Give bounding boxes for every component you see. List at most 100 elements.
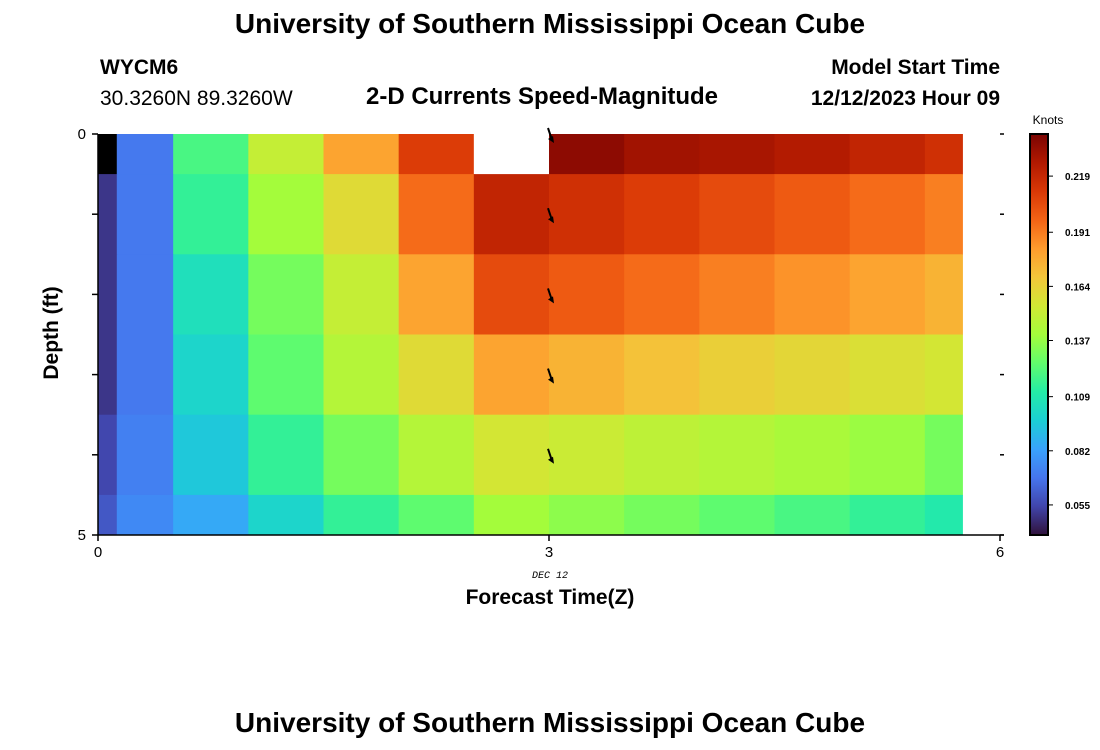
heatmap-cell xyxy=(549,414,625,496)
heatmap-cells xyxy=(98,134,963,536)
heatmap-cell xyxy=(774,494,851,536)
x-axis-title: Forecast Time(Z) xyxy=(466,586,635,609)
current-arrow xyxy=(547,288,554,304)
heatmap-cell xyxy=(116,174,174,255)
colorbar-tick-label: 0.082 xyxy=(1065,447,1090,458)
heatmap-cell xyxy=(624,334,700,416)
arrow-head xyxy=(548,296,554,304)
heatmap-cell xyxy=(473,134,550,175)
x-sub-label: DEC 12 xyxy=(532,571,568,582)
heatmap-cell xyxy=(173,134,249,175)
heatmap-cell xyxy=(549,254,625,335)
heatmap-cell xyxy=(173,334,249,416)
colorbar-tick-label: 0.191 xyxy=(1065,228,1090,239)
heatmap-cell xyxy=(248,334,324,416)
x-tick-label: 3 xyxy=(545,544,553,561)
heatmap-cell xyxy=(473,174,550,255)
heatmap-cell xyxy=(248,174,324,255)
heatmap-cell xyxy=(173,254,249,335)
heatmap-cell xyxy=(549,334,625,416)
heatmap-cell xyxy=(323,414,400,496)
heatmap-cell xyxy=(323,254,400,335)
heatmap-cell xyxy=(473,334,550,416)
heatmap-cell xyxy=(248,414,324,496)
current-arrows xyxy=(547,127,554,464)
heatmap-cell xyxy=(699,334,775,416)
heatmap-cell xyxy=(549,494,625,536)
heatmap-cell xyxy=(116,414,174,496)
heatmap-cell xyxy=(849,254,926,335)
heatmap-cell xyxy=(924,134,963,175)
heatmap-cell xyxy=(624,254,700,335)
heatmap-cell xyxy=(699,134,775,175)
heatmap-cell xyxy=(116,134,174,175)
station-id: WYCM6 xyxy=(100,56,179,79)
heatmap-cell xyxy=(699,254,775,335)
heatmap-cell xyxy=(98,334,118,416)
heatmap-cell xyxy=(699,174,775,255)
heatmap-cell xyxy=(924,414,963,496)
heatmap-cell xyxy=(98,414,118,496)
station-coords: 30.3260N 89.3260W xyxy=(100,87,293,110)
heatmap-cell xyxy=(774,134,851,175)
heatmap-cell xyxy=(248,254,324,335)
heatmap-cell xyxy=(323,174,400,255)
heatmap-cell xyxy=(624,134,700,175)
heatmap-cell xyxy=(849,174,926,255)
heatmap-cell xyxy=(924,494,963,536)
heatmap-cell xyxy=(473,254,550,335)
heatmap-cell xyxy=(248,134,324,175)
colorbar-ticks: 0.219 0.191 0.164 0.137 0.109 0.082 0.055 xyxy=(1048,172,1090,512)
colorbar-tick-label: 0.164 xyxy=(1065,282,1090,293)
heatmap-cell xyxy=(173,174,249,255)
current-arrow xyxy=(547,448,554,464)
heatmap-cell xyxy=(98,174,118,255)
heatmap-cell xyxy=(473,414,550,496)
y-tick-label: 5 xyxy=(78,527,86,544)
heatmap-cell xyxy=(98,134,118,175)
colorbar-tick-label: 0.109 xyxy=(1065,393,1090,404)
heatmap-cell xyxy=(398,254,475,335)
current-arrow xyxy=(547,127,554,143)
heatmap-cell xyxy=(699,414,775,496)
page-title: University of Southern Mississippi Ocean… xyxy=(234,8,866,39)
heatmap-cell xyxy=(98,254,118,335)
heatmap-cell xyxy=(549,174,625,255)
heatmap-cell xyxy=(924,254,963,335)
colorbar-tick-label: 0.055 xyxy=(1065,501,1090,512)
colorbar-tick-label: 0.219 xyxy=(1065,172,1090,183)
heatmap-cell xyxy=(116,494,174,536)
heatmap-cell xyxy=(323,134,400,175)
heatmap-cell xyxy=(398,494,475,536)
colorbar-tick-label: 0.137 xyxy=(1065,337,1090,348)
heatmap-cell xyxy=(849,334,926,416)
heatmap-cell xyxy=(323,334,400,416)
heatmap-cell xyxy=(624,414,700,496)
y-axis-title: Depth (ft) xyxy=(40,286,63,379)
heatmap-cell xyxy=(248,494,324,536)
arrow-head xyxy=(548,136,554,143)
heatmap-cell xyxy=(849,414,926,496)
heatmap-cell xyxy=(116,334,174,416)
current-arrow xyxy=(547,368,554,384)
heatmap-cell xyxy=(549,134,625,175)
heatmap-cell xyxy=(774,414,851,496)
heatmap-cell xyxy=(699,494,775,536)
heatmap-cell xyxy=(624,494,700,536)
heatmap-cell xyxy=(774,254,851,335)
heatmap-cell xyxy=(98,494,118,536)
model-start-label: Model Start Time xyxy=(831,56,1000,79)
heatmap-cell xyxy=(398,174,475,255)
heatmap-cell xyxy=(473,494,550,536)
colorbar-label: Knots xyxy=(1033,113,1064,127)
x-tick-label: 0 xyxy=(94,544,102,561)
heatmap-cell xyxy=(173,414,249,496)
y-tick-label: 0 xyxy=(78,126,86,143)
heatmap-cell xyxy=(624,174,700,255)
colorbar xyxy=(1029,133,1049,536)
model-start-value: 12/12/2023 Hour 09 xyxy=(810,87,1000,110)
heatmap-cell xyxy=(116,254,174,335)
chart-subtitle: 2-D Currents Speed-Magnitude xyxy=(366,83,719,110)
heatmap-cell xyxy=(849,494,926,536)
